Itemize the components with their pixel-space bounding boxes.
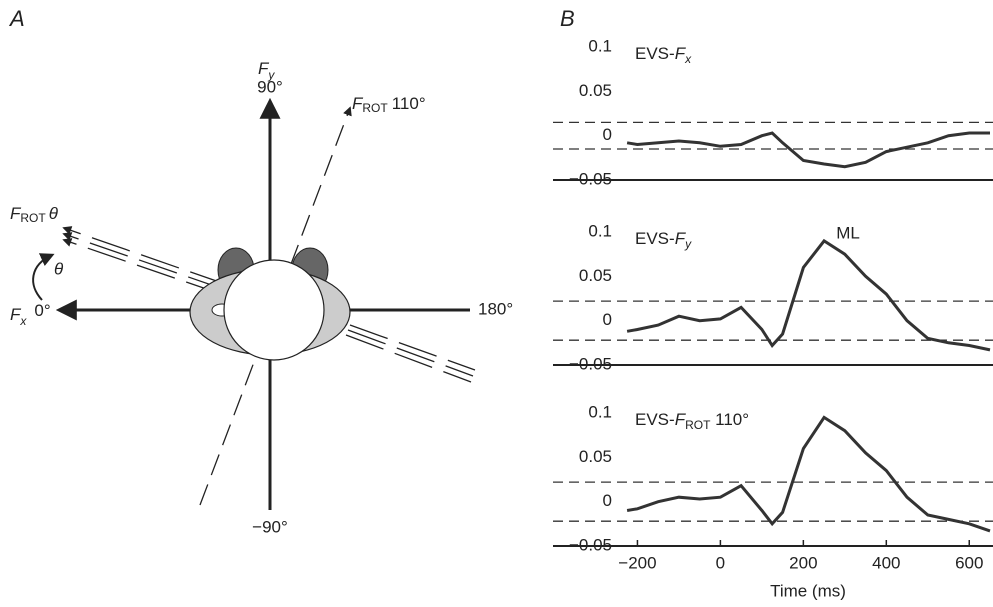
chart-title: EVS-FROT 110° <box>635 410 749 432</box>
y-tick-label: 0.05 <box>579 447 612 466</box>
label: θ <box>54 259 64 278</box>
x-axis-label: Time (ms) <box>770 581 846 600</box>
x-tick-label: 0 <box>716 553 725 572</box>
theta-arc <box>32 253 55 301</box>
x-tick-label: 400 <box>872 553 900 572</box>
triple-lines <box>62 226 476 383</box>
label: −90° <box>252 517 288 536</box>
head <box>189 247 351 361</box>
y-tick-label: 0 <box>603 310 612 329</box>
y-tick-label: 0.1 <box>588 402 612 421</box>
panel-a: A Fy 90° FROT 110° FROT θ θ Fx0° 180° −90° <box>8 6 513 537</box>
y-tick-label: 0 <box>603 491 612 510</box>
title-part: F <box>675 229 687 248</box>
title-part: y <box>684 237 692 251</box>
title-part: EVS- <box>635 229 675 248</box>
title-part: EVS- <box>635 410 675 429</box>
x-tick-label: 200 <box>789 553 817 572</box>
panel-label: B <box>560 6 575 31</box>
title-part: 110° <box>710 410 749 429</box>
y-tick-label: 0.05 <box>579 266 612 285</box>
y-tick-label: −0.05 <box>569 354 612 373</box>
x-tick-label: 600 <box>955 553 983 572</box>
y-tick-label: 0.1 <box>588 221 612 240</box>
title-part: ROT <box>685 418 711 432</box>
x-tick-label: −200 <box>618 553 656 572</box>
title-part: EVS- <box>635 44 675 63</box>
label: Fx0° <box>10 301 51 328</box>
data-line <box>626 415 991 533</box>
title-part: x <box>684 52 692 66</box>
y-tick-label: 0.1 <box>588 36 612 55</box>
data-line <box>626 238 991 352</box>
label: FROT 110° <box>352 94 426 115</box>
label: FROT θ <box>10 204 59 225</box>
label: 90° <box>257 77 283 96</box>
label: Fy <box>258 59 275 82</box>
chart-title: EVS-Fx <box>635 44 692 66</box>
y-tick-label: 0 <box>603 125 612 144</box>
title-part: F <box>675 410 687 429</box>
label: 180° <box>478 299 513 318</box>
data-line <box>626 131 990 169</box>
y-tick-label: −0.05 <box>569 169 612 188</box>
y-tick-label: −0.05 <box>569 535 612 554</box>
title-part: F <box>675 44 687 63</box>
y-tick-label: 0.05 <box>579 81 612 100</box>
annotation: ML <box>836 223 860 242</box>
chart-title: EVS-Fy <box>635 229 692 251</box>
panel-label: A <box>8 6 25 31</box>
